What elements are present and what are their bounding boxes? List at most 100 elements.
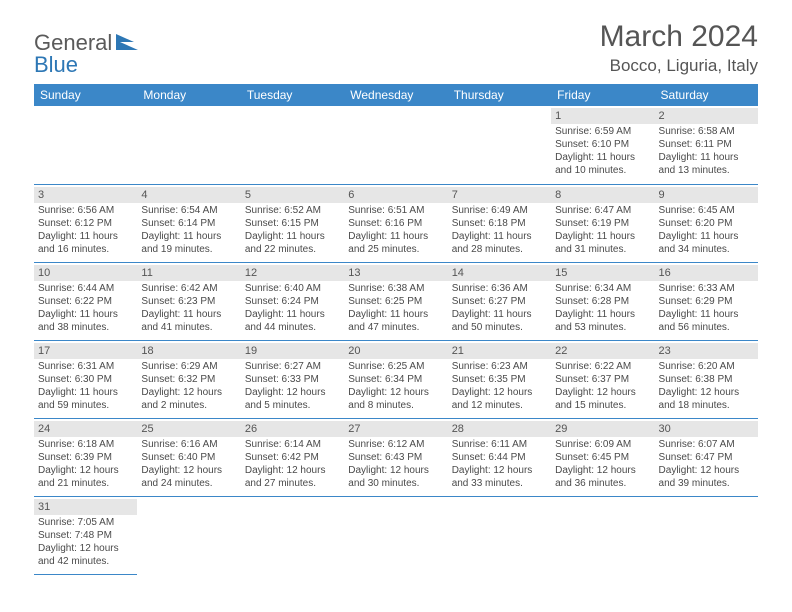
daylight-text: Daylight: 11 hours — [141, 308, 236, 321]
daylight-text: Daylight: 12 hours — [38, 464, 133, 477]
weekday-header-row: SundayMondayTuesdayWednesdayThursdayFrid… — [34, 84, 758, 106]
daylight-text: Daylight: 11 hours — [245, 230, 340, 243]
daylight-text: and 15 minutes. — [555, 399, 650, 412]
sunset-text: Sunset: 6:32 PM — [141, 373, 236, 386]
sunrise-text: Sunrise: 7:05 AM — [38, 516, 133, 529]
sunrise-text: Sunrise: 6:45 AM — [659, 204, 754, 217]
sunrise-text: Sunrise: 6:51 AM — [348, 204, 443, 217]
sunrise-text: Sunrise: 6:27 AM — [245, 360, 340, 373]
daylight-text: and 16 minutes. — [38, 243, 133, 256]
daylight-text: Daylight: 12 hours — [555, 386, 650, 399]
day-number: 24 — [34, 421, 137, 437]
day-number: 11 — [137, 265, 240, 281]
daylight-text: and 30 minutes. — [348, 477, 443, 490]
daylight-text: Daylight: 11 hours — [659, 230, 754, 243]
daylight-text: and 34 minutes. — [659, 243, 754, 256]
calendar-day-cell: 2Sunrise: 6:58 AMSunset: 6:11 PMDaylight… — [655, 106, 758, 184]
daylight-text: and 22 minutes. — [245, 243, 340, 256]
calendar-day-cell — [241, 106, 344, 184]
sunrise-text: Sunrise: 6:49 AM — [452, 204, 547, 217]
sunrise-text: Sunrise: 6:14 AM — [245, 438, 340, 451]
calendar-day-cell — [655, 496, 758, 574]
title-block: March 2024 Bocco, Liguria, Italy — [600, 20, 758, 76]
sunrise-text: Sunrise: 6:07 AM — [659, 438, 754, 451]
flag-icon — [116, 30, 138, 56]
daylight-text: Daylight: 11 hours — [245, 308, 340, 321]
calendar-day-cell: 30Sunrise: 6:07 AMSunset: 6:47 PMDayligh… — [655, 418, 758, 496]
sunset-text: Sunset: 6:30 PM — [38, 373, 133, 386]
day-number: 30 — [655, 421, 758, 437]
daylight-text: Daylight: 11 hours — [38, 308, 133, 321]
daylight-text: Daylight: 12 hours — [348, 464, 443, 477]
calendar-week-row: 3Sunrise: 6:56 AMSunset: 6:12 PMDaylight… — [34, 184, 758, 262]
day-number: 23 — [655, 343, 758, 359]
calendar-day-cell: 8Sunrise: 6:47 AMSunset: 6:19 PMDaylight… — [551, 184, 654, 262]
daylight-text: and 13 minutes. — [659, 164, 754, 177]
daylight-text: Daylight: 11 hours — [141, 230, 236, 243]
sunset-text: Sunset: 6:23 PM — [141, 295, 236, 308]
calendar-day-cell: 26Sunrise: 6:14 AMSunset: 6:42 PMDayligh… — [241, 418, 344, 496]
sunset-text: Sunset: 6:16 PM — [348, 217, 443, 230]
calendar-body: 1Sunrise: 6:59 AMSunset: 6:10 PMDaylight… — [34, 106, 758, 574]
day-number: 3 — [34, 187, 137, 203]
sunrise-text: Sunrise: 6:56 AM — [38, 204, 133, 217]
calendar-week-row: 1Sunrise: 6:59 AMSunset: 6:10 PMDaylight… — [34, 106, 758, 184]
day-number: 18 — [137, 343, 240, 359]
calendar-day-cell: 10Sunrise: 6:44 AMSunset: 6:22 PMDayligh… — [34, 262, 137, 340]
sunrise-text: Sunrise: 6:54 AM — [141, 204, 236, 217]
weekday-header: Friday — [551, 84, 654, 106]
weekday-header: Saturday — [655, 84, 758, 106]
sunset-text: Sunset: 6:29 PM — [659, 295, 754, 308]
day-number: 29 — [551, 421, 654, 437]
calendar-day-cell: 11Sunrise: 6:42 AMSunset: 6:23 PMDayligh… — [137, 262, 240, 340]
daylight-text: Daylight: 11 hours — [452, 230, 547, 243]
day-number: 5 — [241, 187, 344, 203]
calendar-day-cell: 28Sunrise: 6:11 AMSunset: 6:44 PMDayligh… — [448, 418, 551, 496]
daylight-text: Daylight: 12 hours — [245, 386, 340, 399]
weekday-header: Tuesday — [241, 84, 344, 106]
daylight-text: Daylight: 12 hours — [245, 464, 340, 477]
daylight-text: and 2 minutes. — [141, 399, 236, 412]
calendar-day-cell — [551, 496, 654, 574]
day-number: 13 — [344, 265, 447, 281]
daylight-text: and 41 minutes. — [141, 321, 236, 334]
sunset-text: Sunset: 6:18 PM — [452, 217, 547, 230]
header: General March 2024 Bocco, Liguria, Italy — [0, 0, 792, 84]
daylight-text: and 10 minutes. — [555, 164, 650, 177]
calendar-day-cell: 4Sunrise: 6:54 AMSunset: 6:14 PMDaylight… — [137, 184, 240, 262]
sunset-text: Sunset: 6:34 PM — [348, 373, 443, 386]
sunrise-text: Sunrise: 6:31 AM — [38, 360, 133, 373]
sunset-text: Sunset: 6:15 PM — [245, 217, 340, 230]
sunrise-text: Sunrise: 6:23 AM — [452, 360, 547, 373]
sunrise-text: Sunrise: 6:36 AM — [452, 282, 547, 295]
calendar-day-cell: 1Sunrise: 6:59 AMSunset: 6:10 PMDaylight… — [551, 106, 654, 184]
sunset-text: Sunset: 6:22 PM — [38, 295, 133, 308]
sunset-text: Sunset: 6:42 PM — [245, 451, 340, 464]
sunrise-text: Sunrise: 6:22 AM — [555, 360, 650, 373]
daylight-text: and 5 minutes. — [245, 399, 340, 412]
daylight-text: Daylight: 12 hours — [659, 386, 754, 399]
daylight-text: and 19 minutes. — [141, 243, 236, 256]
sunset-text: Sunset: 6:43 PM — [348, 451, 443, 464]
calendar-day-cell: 14Sunrise: 6:36 AMSunset: 6:27 PMDayligh… — [448, 262, 551, 340]
calendar-day-cell: 27Sunrise: 6:12 AMSunset: 6:43 PMDayligh… — [344, 418, 447, 496]
daylight-text: Daylight: 11 hours — [348, 308, 443, 321]
sunset-text: Sunset: 7:48 PM — [38, 529, 133, 542]
day-number: 15 — [551, 265, 654, 281]
calendar-day-cell — [344, 106, 447, 184]
weekday-header: Monday — [137, 84, 240, 106]
sunset-text: Sunset: 6:33 PM — [245, 373, 340, 386]
day-number: 17 — [34, 343, 137, 359]
day-number: 26 — [241, 421, 344, 437]
sunset-text: Sunset: 6:47 PM — [659, 451, 754, 464]
daylight-text: Daylight: 12 hours — [555, 464, 650, 477]
calendar-day-cell: 25Sunrise: 6:16 AMSunset: 6:40 PMDayligh… — [137, 418, 240, 496]
day-number: 1 — [551, 108, 654, 124]
day-number: 12 — [241, 265, 344, 281]
sunset-text: Sunset: 6:39 PM — [38, 451, 133, 464]
calendar-day-cell: 19Sunrise: 6:27 AMSunset: 6:33 PMDayligh… — [241, 340, 344, 418]
sunrise-text: Sunrise: 6:29 AM — [141, 360, 236, 373]
sunrise-text: Sunrise: 6:42 AM — [141, 282, 236, 295]
sunset-text: Sunset: 6:14 PM — [141, 217, 236, 230]
page-title: March 2024 — [600, 20, 758, 54]
